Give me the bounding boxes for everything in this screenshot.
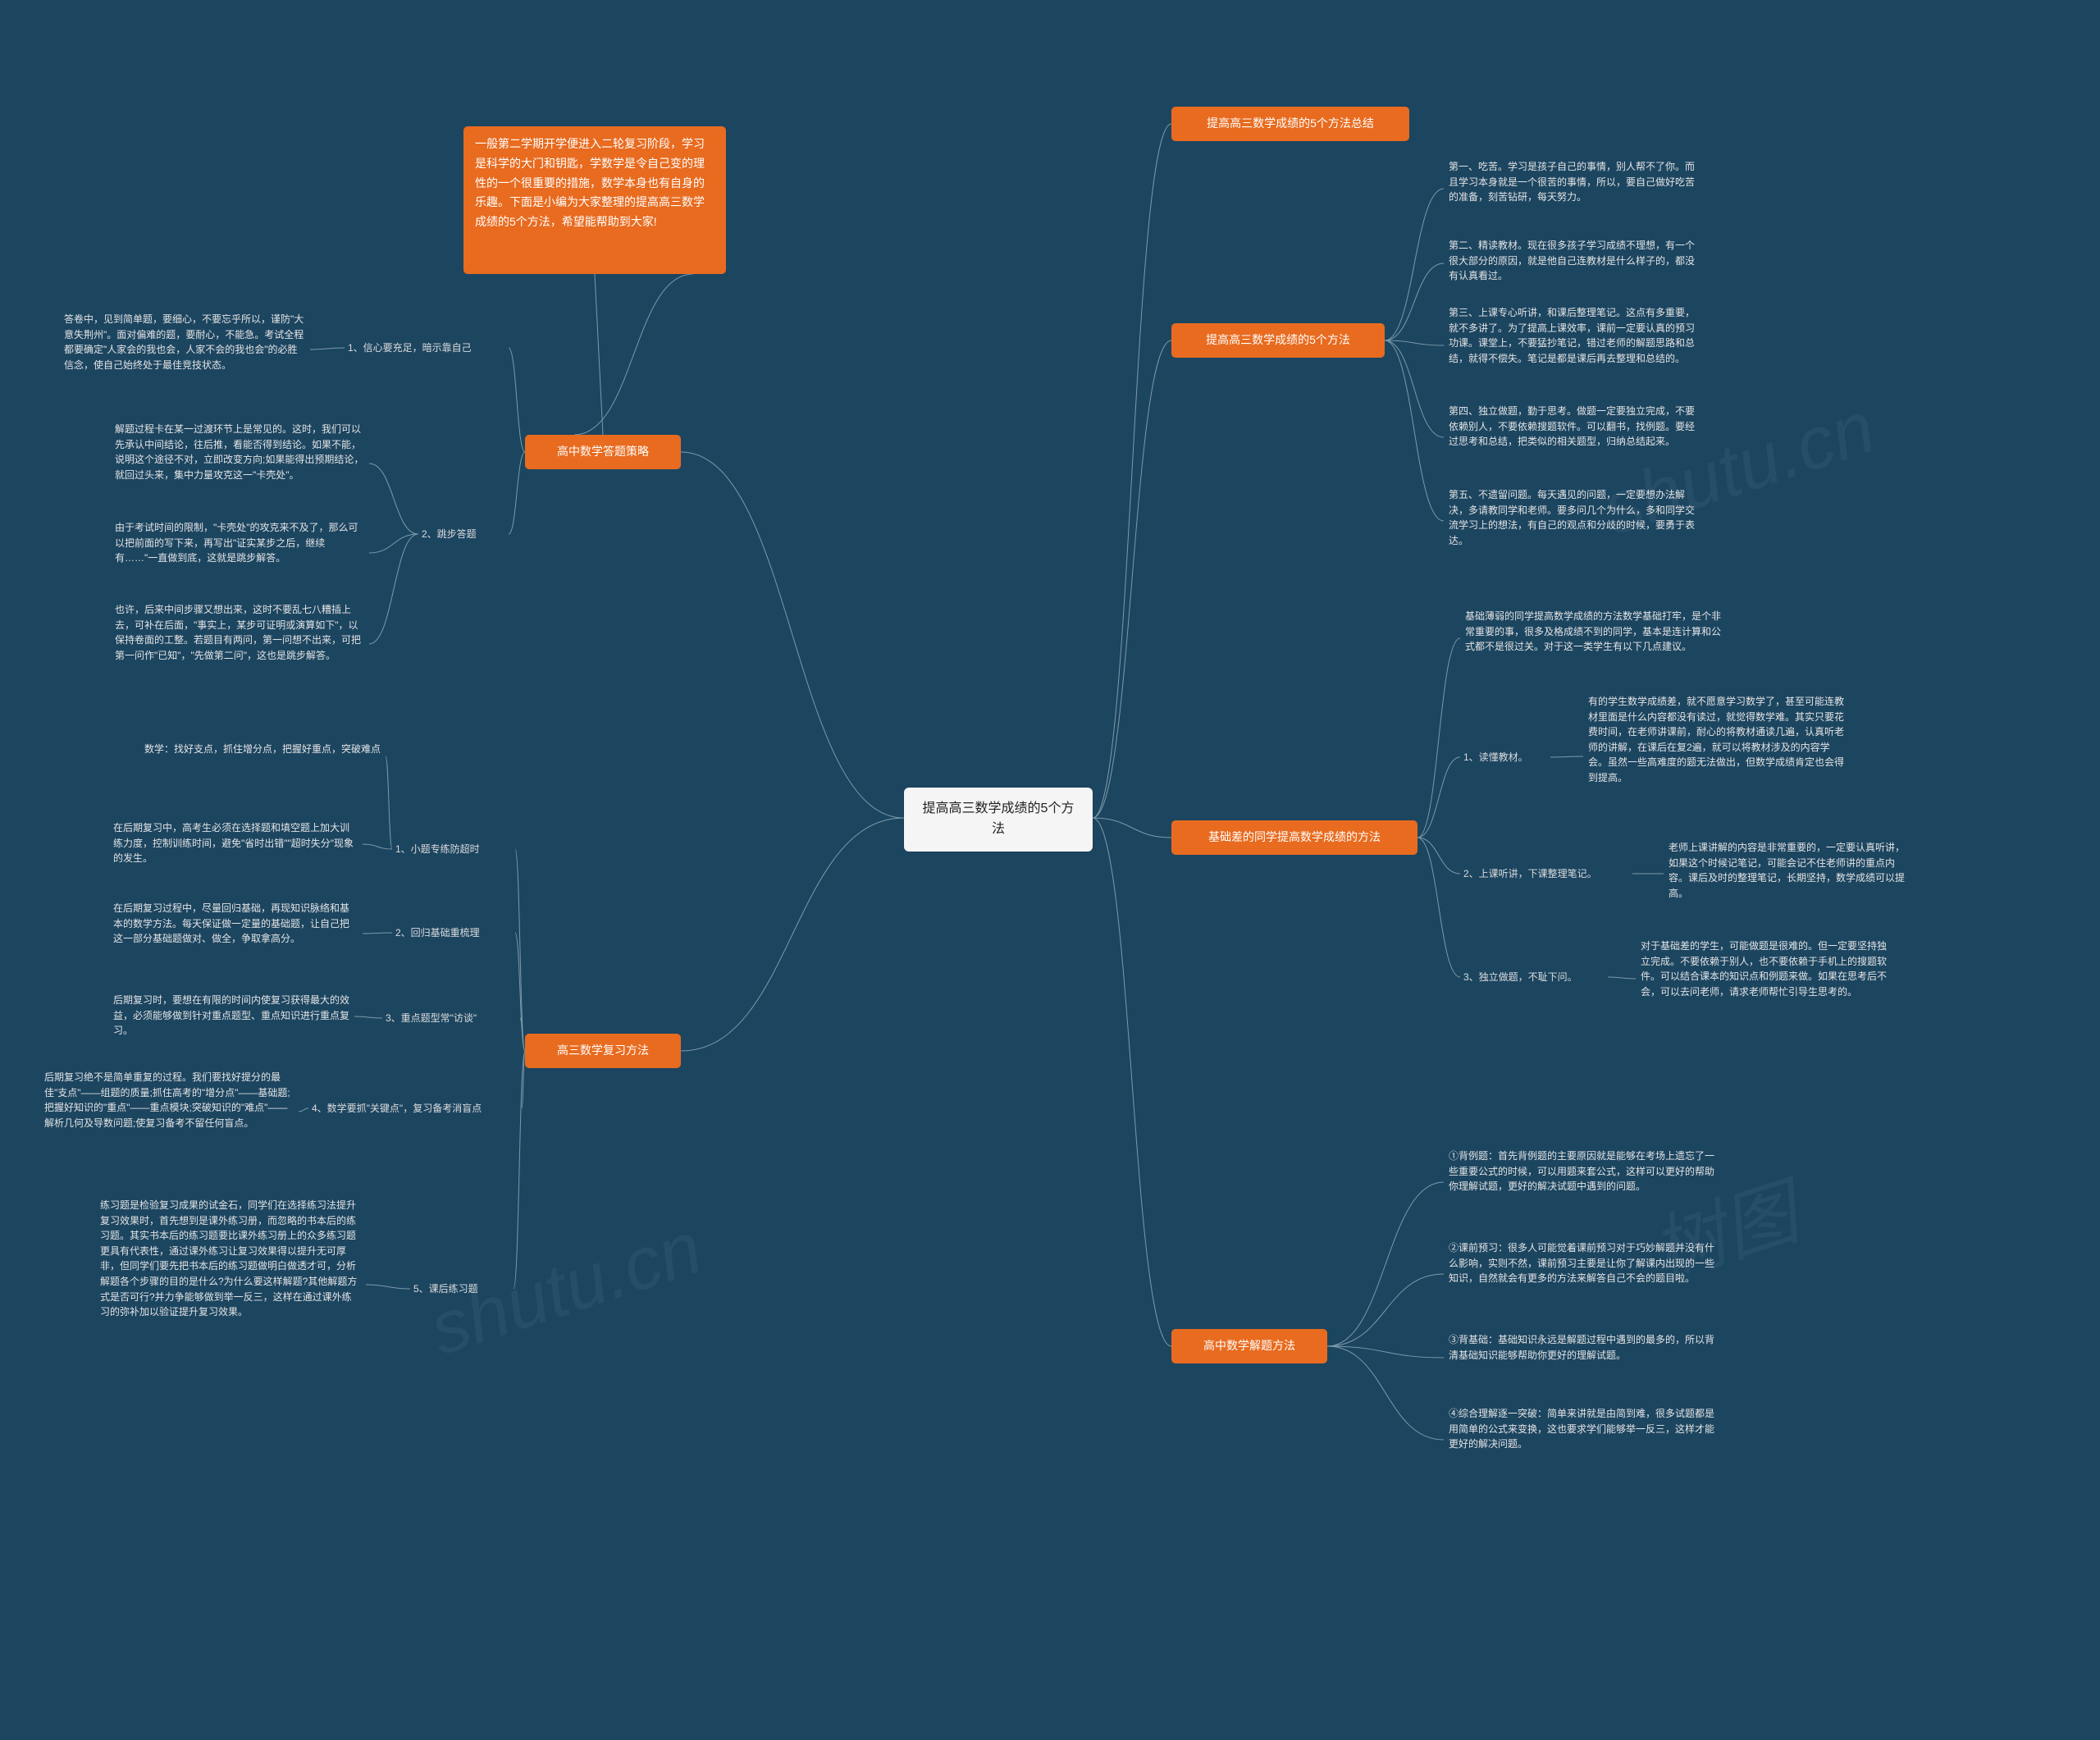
left-leaf: 答卷中，见到简单题，要细心，不要忘乎所以，谨防"大意失荆州"。面对偏难的题，要耐… — [59, 308, 310, 390]
right-leaf: ①背例题：首先背例题的主要原因就是能够在考场上遗忘了一些重要公式的时候，可以用题… — [1444, 1145, 1723, 1219]
root-node: 提高高三数学成绩的5个方 法 — [904, 788, 1093, 852]
left-sub-label: 3、重点题型常"访谈" — [382, 1009, 520, 1028]
right-leaf: 有的学生数学成绩差，就不愿意学习数学了，甚至可能连教材里面是什么内容都没有读过，… — [1583, 691, 1854, 822]
right-leaf: ②课前预习：很多人可能觉着课前预习对于巧妙解题并没有什么影响，实则不然，课前预习… — [1444, 1237, 1723, 1311]
left-leaf: 数学：找好支点，抓住增分点，把握好重点，突破难点 — [139, 738, 386, 774]
left-leaf: 也许，后来中间步骤又想出来，这时不要乱七八糟插上去，可补在后面，"事实上，某步可… — [110, 599, 369, 689]
mindmap-stage: shutu.cnshutu.cn树图提高高三数学成绩的5个方 法一般第二学期开学… — [0, 0, 2100, 1740]
left-sub-label: 2、跳步答题 — [418, 525, 509, 544]
right-leaf: ③背基础：基础知识永远是解题过程中遇到的最多的，所以背清基础知识能够帮助你更好的… — [1444, 1329, 1723, 1386]
right-leaf: 老师上课讲解的内容是非常重要的，一定要认真听讲，如果这个时候记笔记，可能会记不住… — [1664, 837, 1910, 911]
right-leaf: 第五、不遗留问题。每天遇见的问题，一定要想办法解决，多请教同学和老师。要多问几个… — [1444, 484, 1706, 558]
right-branch: 提高高三数学成绩的5个方法总结 — [1171, 107, 1409, 141]
left-sub-label: 4、数学要抓"关键点"，复习备考消盲点 — [308, 1099, 522, 1118]
left-leaf: 在后期复习中，高考生必须在选择题和填空题上加大训练力度，控制训练时间，避免"省时… — [108, 817, 363, 871]
left-leaf: 由于考试时间的限制，"卡壳处"的攻克来不及了，那么可以把前面的写下来，再写出"证… — [110, 517, 369, 589]
right-branch: 提高高三数学成绩的5个方法 — [1171, 323, 1385, 358]
right-leaf: ④综合理解逐一突破：简单来讲就是由简到难，很多试题都是用简单的公式来变换，这也要… — [1444, 1403, 1723, 1477]
right-leaf: 对于基础差的学生，可能做题是很难的。但一定要坚持独立完成。不要依赖于别人，也不要… — [1636, 935, 1898, 1022]
right-leaf: 第四、独立做题，勤于思考。做题一定要独立完成，不要依赖别人，不要依赖搜题软件。可… — [1444, 400, 1706, 474]
right-leaf: 第三、上课专心听讲，和课后整理笔记。这点有多重要，就不多讲了。为了提高上课效率，… — [1444, 302, 1706, 389]
left-leaf: 在后期复习过程中，尽量回归基础，再现知识脉络和基本的数学方法。每天保证做一定量的… — [108, 897, 363, 970]
right-leaf: 第二、精读教材。现在很多孩子学习成绩不理想，有一个很大部分的原因，就是他自己连教… — [1444, 235, 1706, 292]
left-sub-label: 1、信心要充足，暗示靠自己 — [345, 339, 509, 358]
right-sub-label: 1、读懂教材。 — [1460, 748, 1550, 767]
left-leaf: 解题过程卡在某一过渡环节上是常见的。这时，我们可以先承认中间结论，往后推，看能否… — [110, 418, 369, 509]
right-leaf: 基础薄弱的同学提高数学成绩的方法数学基础打牢，是个非常重要的事，很多及格成绩不到… — [1460, 605, 1731, 671]
right-leaf: 第一、吃苦。学习是孩子自己的事情，别人帮不了你。而且学习本身就是一个很苦的事情，… — [1444, 156, 1706, 221]
intro-node: 一般第二学期开学便进入二轮复习阶段，学习是科学的大门和钥匙，学数学是令自己变的理… — [463, 126, 726, 274]
left-leaf: 后期复习绝不是简单重复的过程。我们要找好提分的最佳"支点"——组题的质量;抓住高… — [39, 1066, 299, 1157]
left-leaf: 后期复习时，要想在有限的时间内使复习获得最大的效益，必须能够做到针对重点题型、重… — [108, 989, 354, 1044]
left-sub-label: 2、回归基础重梳理 — [392, 924, 515, 943]
left-leaf: 练习题是检验复习成果的试金石，同学们在选择练习法提升复习效果时，首先想到是课外练… — [95, 1194, 366, 1375]
right-sub-label: 2、上课听讲，下课整理笔记。 — [1460, 865, 1632, 884]
right-branch: 高中数学解题方法 — [1171, 1329, 1327, 1363]
left-sub-label: 1、小题专练防超时 — [392, 840, 515, 859]
right-sub-label: 3、独立做题，不耻下问。 — [1460, 968, 1608, 987]
left-sub-label: 5、课后练习题 — [410, 1280, 514, 1299]
left-branch: 高三数学复习方法 — [525, 1034, 681, 1068]
left-branch: 高中数学答题策略 — [525, 435, 681, 469]
right-branch: 基础差的同学提高数学成绩的方法 — [1171, 820, 1418, 855]
